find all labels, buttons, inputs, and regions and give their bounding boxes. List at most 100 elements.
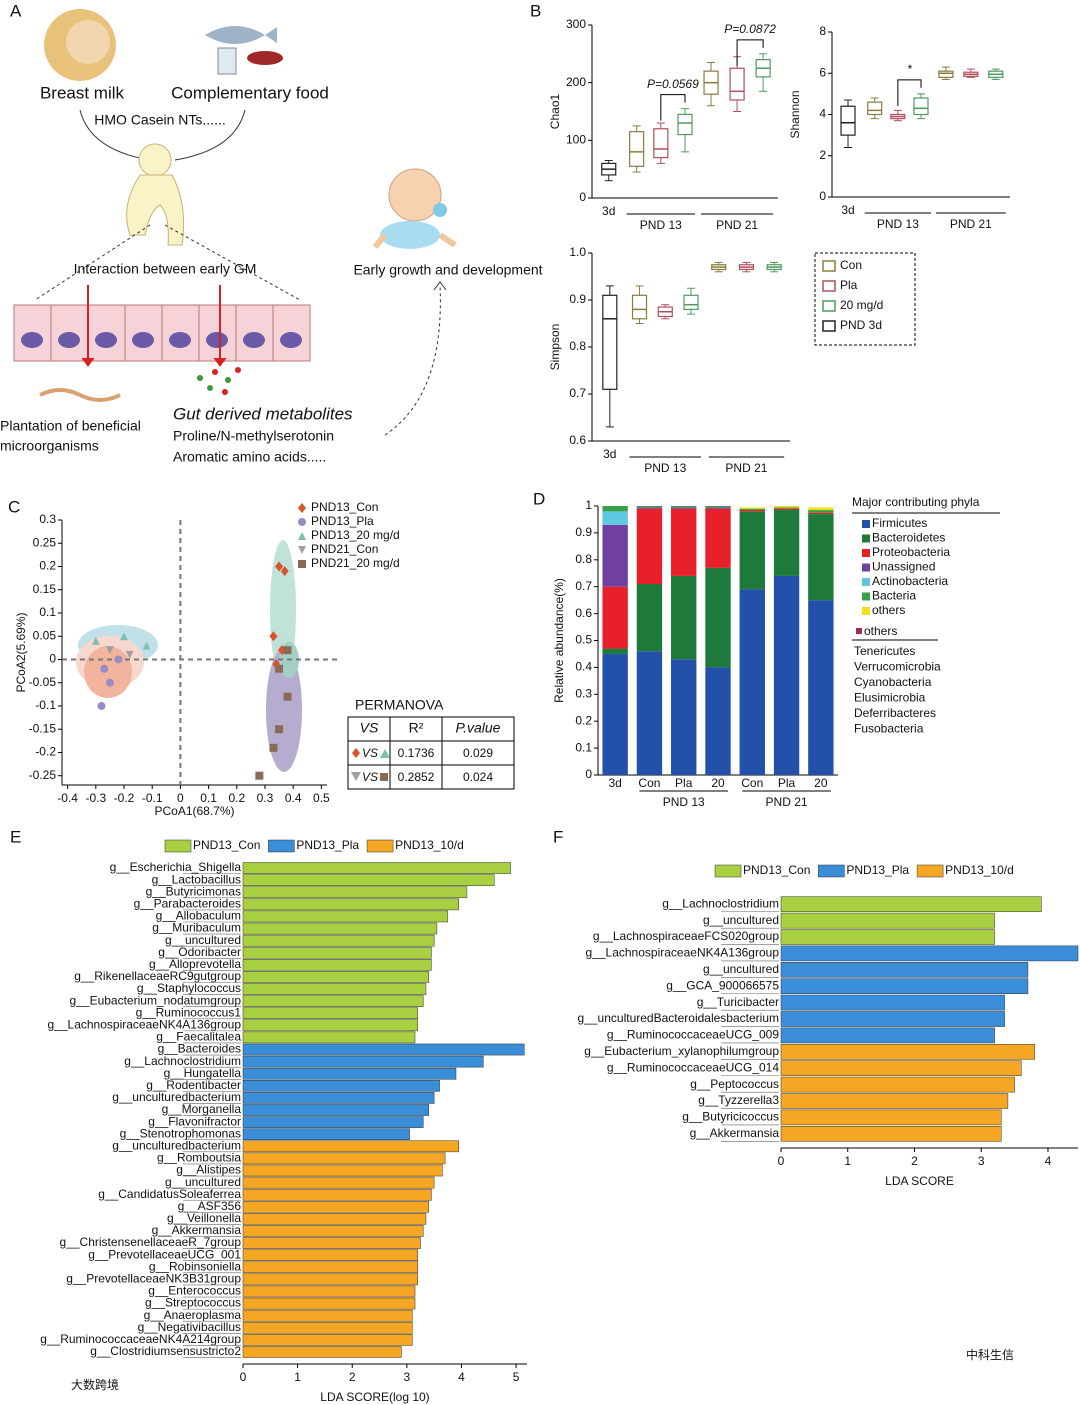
bar bbox=[242, 886, 468, 899]
x-tick-label: 4 bbox=[458, 1370, 465, 1384]
x-tick-label: 20 bbox=[814, 776, 828, 790]
bar-label: g__Eubacterium_xylanophilumgroup bbox=[584, 1044, 779, 1058]
legend-label: Bacteroidetes bbox=[872, 531, 945, 545]
bar-label: g__PrevotellaceaeNK3B31group bbox=[66, 1272, 241, 1286]
bar-label: g__Lachnoclostridium bbox=[124, 1054, 241, 1068]
bar-segment bbox=[808, 600, 834, 775]
diagram-label: Proline/N-methylserotonin bbox=[173, 428, 334, 444]
legend-label: PND13_Pla bbox=[311, 514, 374, 528]
bar-label: g__uncultured bbox=[703, 962, 779, 976]
bar-segment bbox=[808, 507, 834, 511]
legend-label: Cyanobacteria bbox=[854, 675, 932, 689]
bar-label: g__Ruminococcus1 bbox=[136, 1005, 242, 1019]
bracket bbox=[660, 94, 686, 121]
table-cell: VS bbox=[362, 770, 378, 784]
box bbox=[683, 294, 699, 310]
bar-segment bbox=[636, 507, 663, 509]
group-label: PND 13 bbox=[663, 795, 705, 809]
bar-segment bbox=[636, 508, 663, 585]
bar bbox=[242, 1055, 484, 1068]
x-axis-label: PCoA1(68.7%) bbox=[154, 804, 234, 818]
baby-icon bbox=[372, 168, 457, 249]
legend-swatch bbox=[862, 578, 870, 586]
bar bbox=[242, 874, 495, 886]
x-axis-label: LDA SCORE(log 10) bbox=[320, 1390, 429, 1404]
bar bbox=[780, 1011, 1005, 1027]
bar-label: g__Flavonifractor bbox=[148, 1114, 241, 1128]
point bbox=[105, 646, 114, 655]
legend-label: Bacteria bbox=[872, 589, 916, 603]
table-symbol bbox=[351, 772, 361, 781]
arrow-head bbox=[433, 281, 447, 291]
bar-label: g__RuminococcaceaeNK4A214group bbox=[40, 1332, 241, 1346]
bar-label: g__Veillonella bbox=[167, 1211, 241, 1225]
y-tick-label: 0.2 bbox=[575, 713, 592, 727]
bar-label: g__Streptococcus bbox=[145, 1296, 241, 1310]
box bbox=[629, 131, 645, 167]
arrow bbox=[87, 285, 221, 365]
x-tick-label: 3d bbox=[602, 204, 615, 218]
bar-label: g__RuminococcaceaeUCG_009 bbox=[607, 1028, 779, 1042]
bar bbox=[780, 929, 995, 945]
bar bbox=[242, 862, 511, 874]
bracket bbox=[897, 79, 922, 106]
table-symbol bbox=[352, 748, 360, 758]
bar bbox=[780, 896, 1042, 912]
box bbox=[677, 113, 693, 136]
bar bbox=[242, 1346, 402, 1358]
legend-swatch bbox=[862, 592, 870, 601]
diagram-label: Breast milk bbox=[40, 83, 125, 102]
box bbox=[602, 294, 618, 390]
bar bbox=[780, 1126, 1002, 1142]
table-cell: 0.2852 bbox=[398, 770, 435, 784]
bar-label: g__Eubacterium_nodatumgroup bbox=[70, 993, 242, 1007]
panel-label: D bbox=[533, 489, 545, 508]
bar-label: g__Butyricimonas bbox=[146, 884, 241, 898]
bar bbox=[242, 1031, 416, 1044]
y-tick-label: 0.3 bbox=[575, 686, 592, 700]
point bbox=[283, 646, 292, 655]
bar bbox=[242, 922, 438, 935]
table-cell: 0.029 bbox=[463, 746, 493, 760]
legend-swatch bbox=[818, 864, 845, 878]
y-tick-label: 200 bbox=[566, 75, 586, 89]
bar-segment bbox=[773, 507, 800, 509]
bar bbox=[780, 945, 1079, 962]
legend-swatch bbox=[822, 280, 836, 292]
table-cell: 0.1736 bbox=[398, 746, 435, 760]
y-tick-label: -0.1 bbox=[35, 698, 56, 712]
bar bbox=[242, 1237, 421, 1249]
y-tick-label: 0.2 bbox=[39, 559, 56, 573]
bar-label: g__CandidatusSoleaferrea bbox=[98, 1187, 241, 1201]
bar-segment bbox=[705, 508, 731, 568]
group-label: PND 21 bbox=[766, 795, 808, 809]
legend-label: PND13_20 mg/d bbox=[311, 528, 400, 542]
bar-segment bbox=[671, 506, 697, 508]
legend-label: PND13_Con bbox=[311, 500, 378, 514]
legend-label: Pla bbox=[840, 278, 858, 292]
point bbox=[100, 664, 109, 673]
x-tick-label: 0 bbox=[177, 791, 184, 805]
bar-segment bbox=[602, 653, 628, 775]
bar bbox=[242, 1309, 413, 1322]
infant-icon bbox=[126, 143, 185, 246]
bar-segment bbox=[705, 667, 731, 775]
x-tick-label: 1 bbox=[294, 1370, 301, 1384]
table-header: VS bbox=[360, 720, 379, 736]
bar bbox=[780, 994, 1005, 1011]
bar-segment bbox=[671, 507, 697, 509]
x-tick-label: -0.2 bbox=[114, 791, 135, 805]
bar-segment bbox=[602, 586, 628, 649]
y-tick-label: 4 bbox=[819, 107, 826, 121]
legend-swatch bbox=[856, 628, 862, 634]
legend-label: PND13_Con bbox=[193, 838, 260, 852]
bar-segment bbox=[705, 507, 731, 509]
point bbox=[298, 546, 306, 554]
x-tick-label: -0.3 bbox=[85, 791, 106, 805]
bar-label: g__Robinsoniella bbox=[149, 1259, 241, 1273]
diagram-label: Aromatic amino acids..... bbox=[173, 449, 326, 465]
bar-segment bbox=[602, 511, 628, 525]
x-tick-label: Pla bbox=[778, 776, 796, 790]
arrow bbox=[79, 109, 151, 161]
